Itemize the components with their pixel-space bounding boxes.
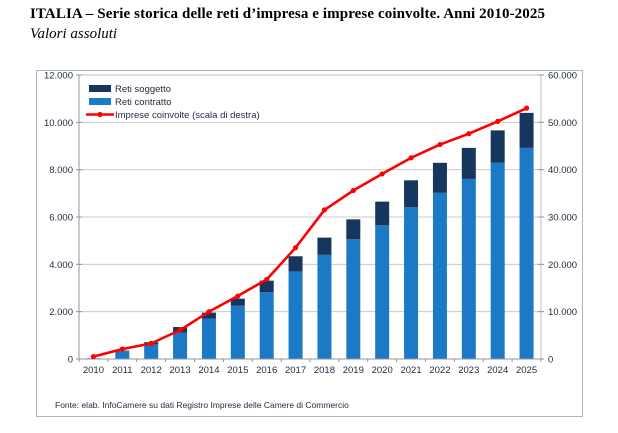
line-marker xyxy=(148,340,154,346)
line-marker xyxy=(350,187,356,194)
x-axis-label: 2014 xyxy=(198,365,219,376)
right-axis-label: 50.000 xyxy=(548,118,577,129)
page-title: ITALIA – Serie storica delle reti d’impr… xyxy=(30,6,546,22)
bar-reti-contratto xyxy=(230,305,245,359)
bar-reti-contratto xyxy=(490,162,505,359)
x-axis-label: 2019 xyxy=(343,365,364,376)
left-axis-label: 4.000 xyxy=(49,260,73,271)
bar-reti-contratto xyxy=(201,318,216,359)
legend-item-reti-soggetto-swatch xyxy=(89,85,111,92)
bar-reti-soggetto xyxy=(461,147,476,179)
x-axis-label: 2012 xyxy=(141,365,162,376)
line-marker xyxy=(264,276,270,283)
line-marker xyxy=(177,327,183,333)
bar-reti-contratto xyxy=(173,332,188,359)
x-axis-label: 2010 xyxy=(83,365,104,376)
legend-item-reti-contratto-swatch xyxy=(89,98,111,105)
bar-reti-soggetto xyxy=(201,312,216,319)
x-axis-label: 2022 xyxy=(429,365,450,376)
right-axis-label: 30.000 xyxy=(548,213,577,224)
chart-frame: 0 2.000 4.000 6.000 8.000 10.000 12.000 0 10.000… xyxy=(36,70,583,417)
bar-reti-contratto xyxy=(346,239,361,359)
x-axis-label: 2025 xyxy=(516,365,537,376)
bar-reti-contratto xyxy=(115,351,130,359)
line-marker xyxy=(119,346,125,352)
right-axis-label: 40.000 xyxy=(548,165,577,176)
bar-reti-contratto xyxy=(144,344,159,359)
bar-reti-soggetto xyxy=(259,280,274,293)
legend-item-reti-soggetto-label: Reti soggetto xyxy=(115,84,171,95)
right-axis-label: 10.000 xyxy=(548,307,577,318)
bar-reti-soggetto xyxy=(317,237,332,255)
line-marker xyxy=(523,105,530,111)
bar-reti-contratto xyxy=(461,178,476,359)
right-axis-label: 0 xyxy=(548,355,553,366)
bar-reti-soggetto xyxy=(490,130,505,163)
line-marker xyxy=(408,155,414,161)
chart-canvas: 0 2.000 4.000 6.000 8.000 10.000 12.000 0 10.000… xyxy=(44,71,577,376)
x-axis-label: 2013 xyxy=(169,365,190,376)
right-axis-label: 20.000 xyxy=(548,260,577,271)
left-axis-label: 10.000 xyxy=(44,118,73,129)
bar-reti-soggetto xyxy=(346,219,361,240)
x-axis-label: 2024 xyxy=(487,365,508,376)
left-axis-label: 0 xyxy=(68,355,73,366)
x-axis-label: 2011 xyxy=(112,365,132,376)
line-marker xyxy=(292,245,299,251)
line-marker xyxy=(466,131,472,137)
x-axis-label: 2020 xyxy=(372,365,393,376)
bar-reti-soggetto xyxy=(519,112,534,148)
x-axis-label: 2021 xyxy=(400,365,421,376)
right-axis-label: 60.000 xyxy=(548,71,577,82)
bar-reti-contratto xyxy=(432,192,447,359)
legend-item-imprese-coinvolte-marker xyxy=(97,111,103,118)
legend-item-reti-contratto-label: Reti contratto xyxy=(115,97,172,108)
bar-reti-soggetto xyxy=(375,201,390,226)
bar-reti-contratto xyxy=(404,207,419,359)
left-axis-label: 2.000 xyxy=(49,307,73,318)
left-axis-label: 6.000 xyxy=(49,213,73,224)
x-axis-label: 2018 xyxy=(314,365,335,376)
legend-item-imprese-coinvolte-label: Imprese coinvolte (scala di destra) xyxy=(115,110,260,121)
x-axis-label: 2016 xyxy=(256,365,277,376)
bar-reti-soggetto xyxy=(288,256,303,272)
x-axis-label: 2017 xyxy=(285,365,306,376)
bar-reti-contratto xyxy=(375,225,390,359)
bar-reti-contratto xyxy=(317,254,332,359)
source-note: Fonte: elab. InfoCamere su dati Registro… xyxy=(55,400,349,410)
line-marker xyxy=(235,293,241,299)
bar-reti-contratto xyxy=(259,292,274,359)
line-marker xyxy=(437,141,443,148)
bar-reti-soggetto xyxy=(230,298,245,306)
line-marker xyxy=(206,309,212,315)
left-axis-label: 12.000 xyxy=(44,71,73,82)
bar-reti-soggetto xyxy=(404,180,419,208)
bar-reti-contratto xyxy=(519,147,534,359)
left-axis-label: 8.000 xyxy=(49,165,73,176)
bar-reti-soggetto xyxy=(432,162,447,193)
line-marker xyxy=(495,118,501,124)
x-axis-label: 2023 xyxy=(458,365,479,376)
line-marker xyxy=(321,207,328,213)
bar-reti-contratto xyxy=(288,271,303,359)
imprese-line xyxy=(93,106,528,358)
line-marker xyxy=(90,354,97,360)
x-axis-label: 2015 xyxy=(227,365,248,376)
line-marker xyxy=(379,171,385,177)
page-subtitle: Valori assoluti xyxy=(30,26,118,42)
